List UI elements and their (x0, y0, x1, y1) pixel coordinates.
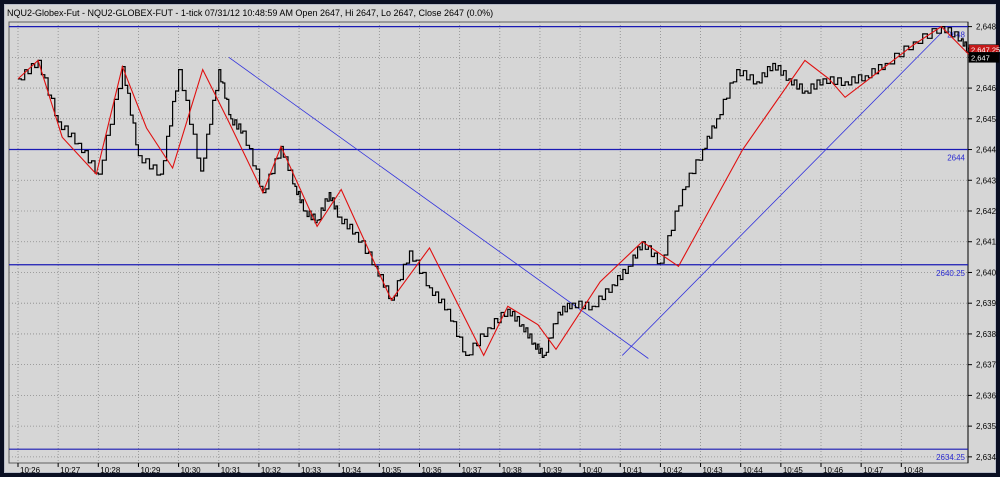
y-tick-label: 2,641 (976, 238, 997, 247)
price-series-line[interactable] (18, 26, 973, 358)
y-tick-label: 2,636 (976, 391, 997, 400)
x-tick-label: 10:43 (703, 466, 724, 475)
x-tick-label: 10:48 (903, 466, 924, 475)
x-tick-label: 10:27 (60, 466, 81, 475)
x-tick-label: 10:32 (261, 466, 282, 475)
level-label: 2648 (947, 31, 965, 40)
x-tick-label: 10:34 (341, 466, 362, 475)
y-tick-label: 2,646 (976, 84, 997, 93)
level-label: 2644 (947, 154, 965, 163)
trend-line[interactable] (621, 32, 942, 356)
x-tick-label: 10:35 (381, 466, 402, 475)
x-tick-label: 10:37 (462, 466, 483, 475)
y-tick-label: 2,645 (976, 115, 997, 124)
price-tag-label: 2,647.25 (971, 46, 1000, 55)
y-tick-label: 2,643 (976, 176, 997, 185)
x-tick-label: 10:46 (823, 466, 844, 475)
x-tick-label: 10:42 (662, 466, 683, 475)
trend-line[interactable] (228, 57, 649, 359)
y-tick-label: 2,637 (976, 361, 997, 370)
y-tick-label: 2,642 (976, 207, 997, 216)
level-label: 2640.25 (936, 269, 965, 278)
x-tick-label: 10:36 (422, 466, 443, 475)
y-tick-label: 2,639 (976, 299, 997, 308)
zigzag-series-line[interactable] (17, 25, 972, 357)
x-tick-label: 10:30 (181, 466, 202, 475)
y-tick-label: 2,638 (976, 330, 997, 339)
price-tag (968, 52, 1000, 63)
x-tick-label: 10:29 (140, 466, 161, 475)
y-tick-label: 2,635 (976, 422, 997, 431)
price-tag-label: 2,647 (971, 53, 990, 62)
y-tick-label: 2,634 (976, 453, 997, 462)
y-tick-label: 2,640 (976, 268, 997, 277)
x-tick-label: 10:47 (863, 466, 884, 475)
x-tick-label: 10:40 (582, 466, 603, 475)
y-tick-label: 2,648 (976, 23, 997, 32)
chart-title: NQU2-Globex-Fut - NQU2-GLOBEX-FUT - 1-ti… (7, 8, 494, 18)
x-tick-label: 10:33 (301, 466, 322, 475)
level-label: 2634.25 (936, 453, 965, 462)
x-tick-label: 10:41 (622, 466, 643, 475)
x-tick-label: 10:31 (221, 466, 242, 475)
x-tick-label: 10:38 (502, 466, 523, 475)
plot-area (8, 21, 969, 464)
y-tick-label: 2,644 (976, 146, 997, 155)
x-tick-label: 10:26 (20, 466, 41, 475)
x-tick-label: 10:44 (743, 466, 764, 475)
x-tick-label: 10:39 (542, 466, 563, 475)
x-tick-label: 10:28 (100, 466, 121, 475)
x-tick-label: 10:45 (783, 466, 804, 475)
